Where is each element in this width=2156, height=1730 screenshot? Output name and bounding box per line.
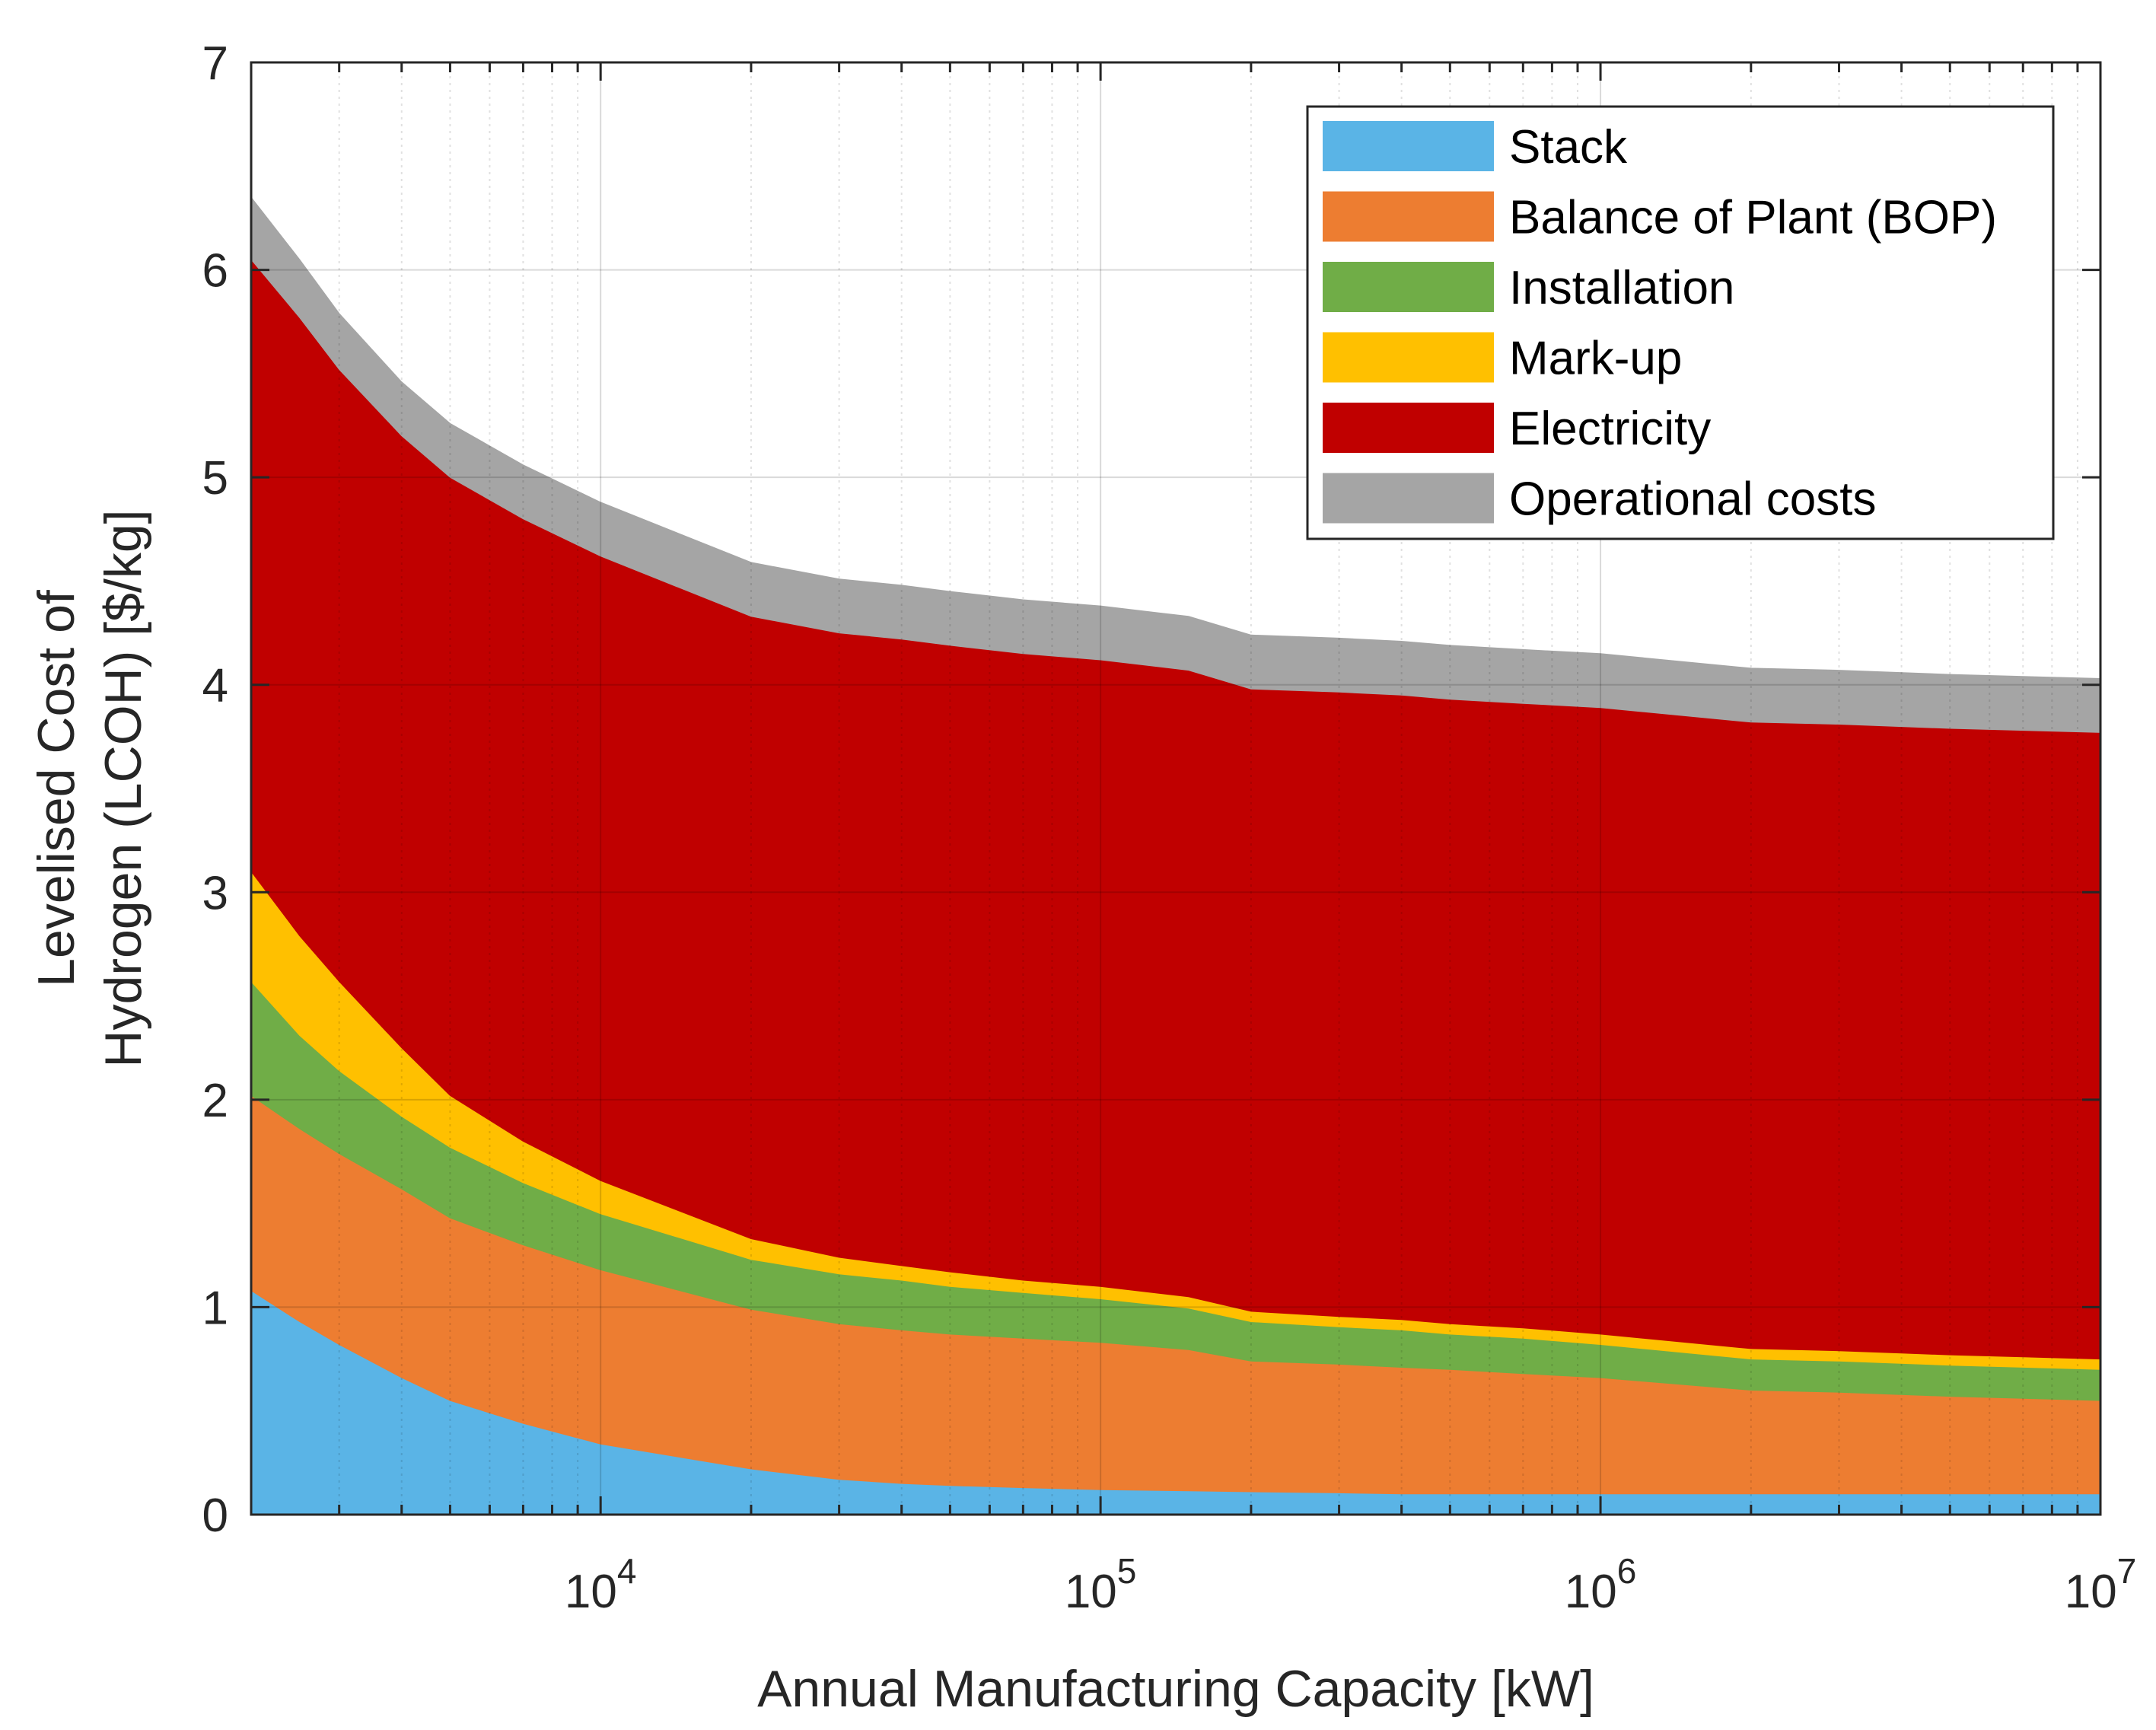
legend-box [1306,105,2055,540]
x-tick-label-base: 10 [1065,1566,1117,1618]
x-axis-label: Annual Manufacturing Capacity [kW] [757,1660,1594,1718]
x-tick-label-exponent: 7 [2117,1551,2137,1591]
y-tick-label: 4 [202,660,228,712]
legend-entry-label: Installation [1509,262,1734,314]
y-axis-label-line-2: Hydrogen (LCOH) [$/kg] [94,509,152,1067]
y-tick-label: 5 [202,452,228,505]
legend-swatch [1323,191,1494,242]
x-tick-label-base: 10 [1565,1566,1617,1618]
legend-swatch [1323,121,1494,171]
y-axis-label-line-1: Levelised Cost of [27,590,85,987]
x-tick-label: 104 [565,1551,637,1618]
y-tick-label: 1 [202,1282,228,1334]
legend-entry-label: Mark-up [1509,333,1682,385]
legend-swatch [1323,262,1494,312]
legend-swatch [1323,403,1494,453]
x-tick-label-exponent: 4 [617,1551,637,1591]
x-tick-label: 107 [2065,1551,2137,1618]
x-tick-label: 106 [1565,1551,1637,1618]
legend-entry-label: Operational costs [1509,473,1876,526]
legend: Stack Balance of Plant (BOP) Installation M… [1306,105,2055,540]
y-tick-label: 2 [202,1075,228,1127]
y-tick-label: 7 [202,37,228,90]
x-tick-label-exponent: 6 [1617,1551,1637,1591]
x-tick-label-base: 10 [565,1566,617,1618]
y-tick-label: 0 [202,1489,228,1542]
legend-entry-label: Stack [1509,121,1628,174]
legend-entry-label: Electricity [1509,403,1711,455]
x-tick-label: 105 [1065,1551,1137,1618]
legend-swatch [1323,473,1494,524]
area-layer [250,196,2101,1515]
y-axis-label: Levelised Cost of Hydrogen (LCOH) [$/kg] [27,509,152,1067]
plot-frame [250,61,2102,1516]
y-tick-label: 3 [202,867,228,919]
grid-layer [251,62,2100,1515]
legend-swatch [1323,332,1494,383]
x-tick-label-exponent: 5 [1117,1551,1137,1591]
legend-entry-label: Balance of Plant (BOP) [1509,192,1997,244]
y-tick-label: 6 [202,245,228,298]
x-tick-label-base: 10 [2065,1566,2117,1618]
